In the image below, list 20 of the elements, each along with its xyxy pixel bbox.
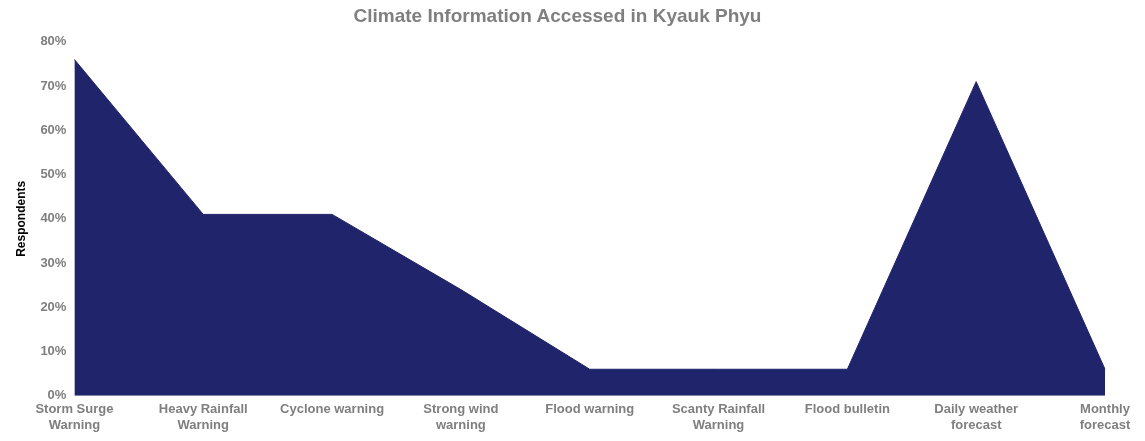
y-axis-title: Respondents <box>13 180 28 257</box>
x-tick-label: Strong wind warning <box>423 401 499 432</box>
x-tick-label: Daily weather forecast <box>934 401 1019 432</box>
y-tick-label: 40% <box>40 210 67 226</box>
x-tick-label: Monthly forecast <box>1079 401 1131 432</box>
chart-title: Climate Information Accessed in Kyauk Phyu <box>353 4 762 26</box>
x-tick-label: Heavy Rainfall Warning <box>158 401 248 432</box>
y-tick-label: 60% <box>40 121 67 137</box>
x-tick-label: Flood warning <box>545 401 635 417</box>
y-tick-label: 0% <box>47 387 67 403</box>
x-tick-label: Cyclone warning <box>280 401 385 417</box>
x-tick-label: Storm Surge Warning <box>35 401 114 432</box>
x-tick-label: Flood bulletin <box>804 401 891 417</box>
y-tick-label: 50% <box>40 166 67 182</box>
y-tick-label: 30% <box>40 254 67 270</box>
y-tick-label: 80% <box>40 33 67 49</box>
y-tick-label: 70% <box>40 77 67 93</box>
x-tick-label: Scanty Rainfall Warning <box>671 401 766 432</box>
y-tick-label: 20% <box>40 298 67 314</box>
y-tick-label: 10% <box>40 343 67 359</box>
